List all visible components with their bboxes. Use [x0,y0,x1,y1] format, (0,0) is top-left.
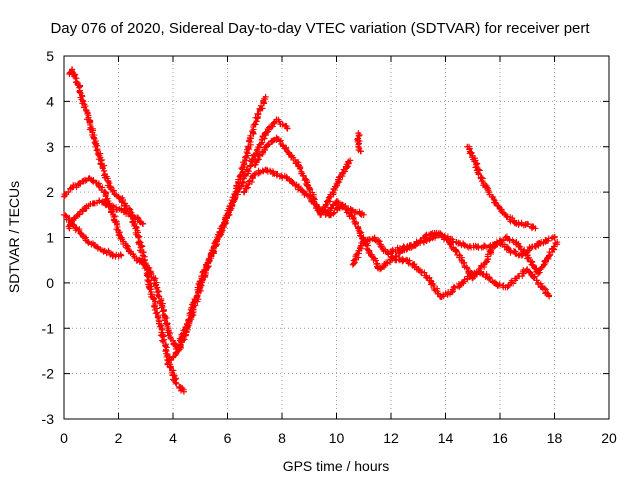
series-trace [354,131,364,155]
x-tick-label: 4 [169,430,177,446]
x-tick-label: 14 [438,430,454,446]
grid-lines [64,56,609,419]
x-tick-label: 6 [224,430,232,446]
y-tick-label: 4 [46,93,54,109]
series-arc-6 [175,116,291,350]
y-tick-label: -3 [42,411,55,427]
series-arc-12 [464,143,539,232]
data-series [61,66,561,395]
y-tick-label: 3 [46,139,54,155]
series-trace [61,175,182,354]
series-trace [350,235,553,300]
y-tick-labels: 5 4 3 2 1 0 -1 -2 -3 [42,48,55,427]
y-tick-label: -1 [42,320,55,336]
series-trace [65,197,146,230]
tick-marks [63,55,610,420]
x-tick-label: 8 [278,430,286,446]
x-tick-label: 18 [547,430,563,446]
series-arc-13 [354,130,365,155]
y-tick-label: 1 [46,230,54,246]
x-tick-label: 10 [329,430,345,446]
series-arc-11 [388,229,561,282]
y-tick-label: -2 [42,366,55,382]
series-trace [62,212,124,260]
series-arc-5 [164,93,269,368]
y-tick-label: 2 [46,184,54,200]
series-arc-10 [349,234,553,300]
y-tick-label: 5 [46,48,54,64]
x-tick-label: 0 [60,430,68,446]
x-tick-label: 16 [492,430,508,446]
x-tick-label: 20 [601,430,617,446]
series-trace [176,116,290,349]
series-trace [66,66,187,394]
x-tick-label: 2 [115,430,123,446]
series-arc-4 [66,66,187,395]
series-trace [164,95,269,368]
x-tick-label: 12 [383,430,399,446]
series-arc-8 [251,134,354,218]
x-tick-labels: 0 2 4 6 8 10 12 14 16 18 20 [60,430,617,446]
chart-title: Day 076 of 2020, Sidereal Day-to-day VTE… [50,20,590,37]
y-axis-label: SDTVAR / TECUs [6,181,22,293]
series-trace [389,230,561,281]
x-axis-label: GPS time / hours [283,458,390,474]
series-arc-1 [61,175,182,354]
data-point [322,211,329,218]
series-arc-3 [61,211,125,260]
y-tick-label: 0 [46,275,54,291]
series-trace [466,143,537,232]
series-trace [252,136,352,218]
series-arc-2 [65,197,147,232]
